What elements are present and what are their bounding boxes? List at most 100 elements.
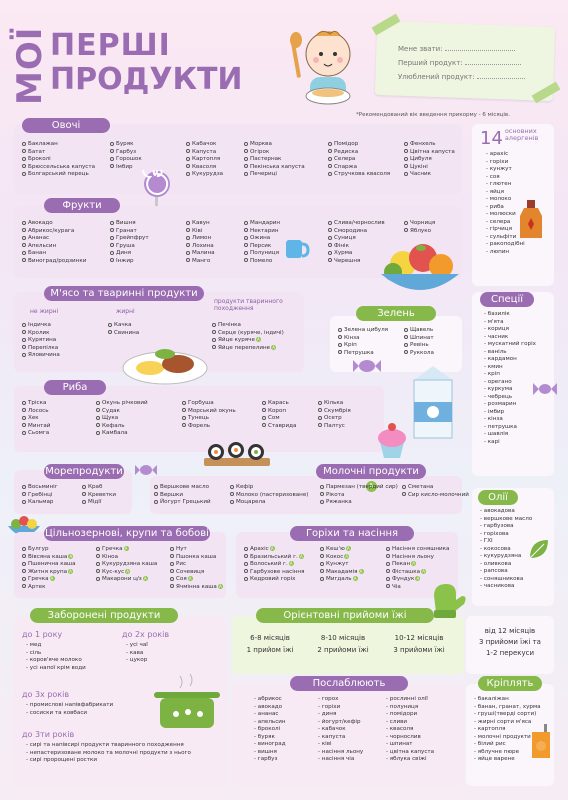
list-item[interactable]: Яйце перепелине A [212,344,284,353]
checkbox-icon[interactable] [96,554,100,558]
checkbox-icon[interactable] [244,569,248,573]
list-item[interactable]: Фенхель [404,141,455,149]
list-item[interactable]: Кефір [230,484,308,492]
checkbox-icon[interactable] [186,149,190,153]
list-item[interactable]: Кунжут [320,561,364,569]
list-item[interactable]: Печінка [212,322,284,330]
list-item[interactable]: Диня [110,250,149,258]
list-item[interactable]: Печериці [244,171,305,179]
list-item[interactable]: Огірок [244,149,305,157]
list-item[interactable]: Судак [96,408,148,416]
list-item[interactable]: Виноград/родзинки [22,258,86,266]
list-item[interactable]: Кролик [22,330,60,338]
checkbox-icon[interactable] [22,423,26,427]
checkbox-icon[interactable] [318,408,322,412]
list-item[interactable]: Малина [186,250,215,258]
list-item[interactable]: Авокадо [22,220,86,228]
checkbox-icon[interactable] [22,322,26,327]
checkbox-icon[interactable] [212,322,216,327]
checkbox-icon[interactable] [320,499,324,504]
checkbox-icon[interactable] [96,430,100,435]
list-item[interactable]: Сир кисло-молочний [402,492,469,500]
list-item[interactable]: Гарбуз [110,149,142,157]
checkbox-icon[interactable] [170,576,174,581]
list-item[interactable]: Гречка A [96,546,157,554]
list-item[interactable]: Перепілка [22,345,60,353]
checkbox-icon[interactable] [244,576,248,581]
checkbox-icon[interactable] [110,235,114,240]
list-item[interactable]: Мандарин [244,220,280,228]
list-item[interactable]: Цвітна капуста [404,149,455,157]
list-item[interactable]: Капуста [186,149,223,157]
list-item[interactable]: Ячмінна каша A [170,583,223,592]
checkbox-icon[interactable] [244,235,248,240]
list-item[interactable]: Пастернак [244,156,305,164]
checkbox-icon[interactable] [386,561,390,566]
list-item[interactable]: Морський окунь [182,408,236,416]
checkbox-icon[interactable] [212,337,216,342]
list-item[interactable]: Креветки [82,492,116,500]
checkbox-icon[interactable] [320,492,324,496]
list-item[interactable]: Грейпфрут [110,235,149,243]
checkbox-icon[interactable] [22,345,26,349]
checkbox-icon[interactable] [170,554,174,558]
list-item[interactable]: Чіа [386,584,449,592]
list-item[interactable]: Кус-кус A [96,568,157,577]
checkbox-icon[interactable] [22,164,26,168]
checkbox-icon[interactable] [244,228,248,232]
checkbox-icon[interactable] [22,546,26,551]
checkbox-icon[interactable] [186,156,190,161]
checkbox-icon[interactable] [230,484,234,489]
list-item[interactable]: Чорниця [404,220,435,228]
checkbox-icon[interactable] [320,569,324,573]
checkbox-icon[interactable] [186,220,190,225]
list-item[interactable]: Індичка [22,322,60,330]
list-item[interactable]: Горошок [110,156,142,164]
checkbox-icon[interactable] [170,584,174,588]
checkbox-icon[interactable] [338,335,342,339]
list-item[interactable]: Абрикос/курага [22,228,86,236]
checkbox-icon[interactable] [186,228,190,232]
list-item[interactable]: Яловичина [22,352,60,360]
list-item[interactable]: Кальмар [22,499,58,507]
list-item[interactable]: Баклажан [22,141,95,149]
list-item[interactable]: Редиска [328,149,390,157]
checkbox-icon[interactable] [110,156,114,161]
list-item[interactable]: Картопля [186,156,223,164]
checkbox-icon[interactable] [182,400,186,405]
list-item[interactable]: Свинина [108,330,139,338]
list-item[interactable]: Форель [182,423,236,431]
list-item[interactable]: Сьомга [22,430,50,438]
checkbox-icon[interactable] [320,546,324,551]
list-item[interactable]: Волоський г. A [244,561,304,569]
list-item[interactable]: Насіння льону [386,554,449,562]
list-item[interactable]: Арахіс A [244,546,304,554]
checkbox-icon[interactable] [404,327,408,332]
list-item[interactable]: Серце (куряче, індичі) [212,330,284,338]
list-item[interactable]: Восьминіг [22,484,58,492]
checkbox-icon[interactable] [186,235,190,240]
checkbox-icon[interactable] [262,415,266,420]
checkbox-icon[interactable] [402,492,406,496]
checkbox-icon[interactable] [82,484,86,489]
list-item[interactable]: Ревінь [404,342,434,350]
checkbox-icon[interactable] [244,554,248,558]
list-item[interactable]: Часник [404,171,455,179]
list-item[interactable]: Шпинат [404,335,434,343]
list-item[interactable]: Смородина [328,228,385,236]
checkbox-icon[interactable] [386,576,390,581]
list-item[interactable]: Курятина [22,337,60,345]
list-item[interactable]: Лимон [186,235,215,243]
checkbox-icon[interactable] [404,156,408,161]
list-item[interactable]: Зелена цибуля [338,327,388,335]
checkbox-icon[interactable] [404,335,408,339]
list-item[interactable]: Стручкова квасоля [328,171,390,179]
list-item[interactable]: Пекінська капуста [244,164,305,172]
checkbox-icon[interactable] [318,415,322,420]
list-item[interactable]: Качка [108,322,139,330]
checkbox-icon[interactable] [186,141,190,146]
list-item[interactable]: Банан [22,250,86,258]
checkbox-icon[interactable] [22,141,26,146]
checkbox-icon[interactable] [404,228,408,232]
checkbox-icon[interactable] [170,561,174,566]
